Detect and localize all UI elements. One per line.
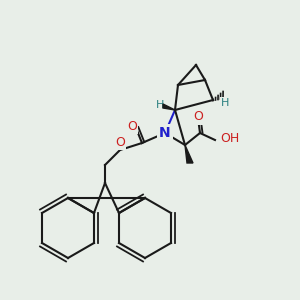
- Polygon shape: [185, 145, 193, 163]
- Text: O: O: [115, 136, 125, 148]
- Polygon shape: [163, 104, 175, 110]
- Text: O: O: [127, 119, 137, 133]
- Text: H: H: [156, 100, 164, 110]
- Text: N: N: [159, 126, 171, 140]
- Text: O: O: [193, 110, 203, 124]
- Text: H: H: [221, 98, 229, 108]
- Text: OH: OH: [220, 133, 239, 146]
